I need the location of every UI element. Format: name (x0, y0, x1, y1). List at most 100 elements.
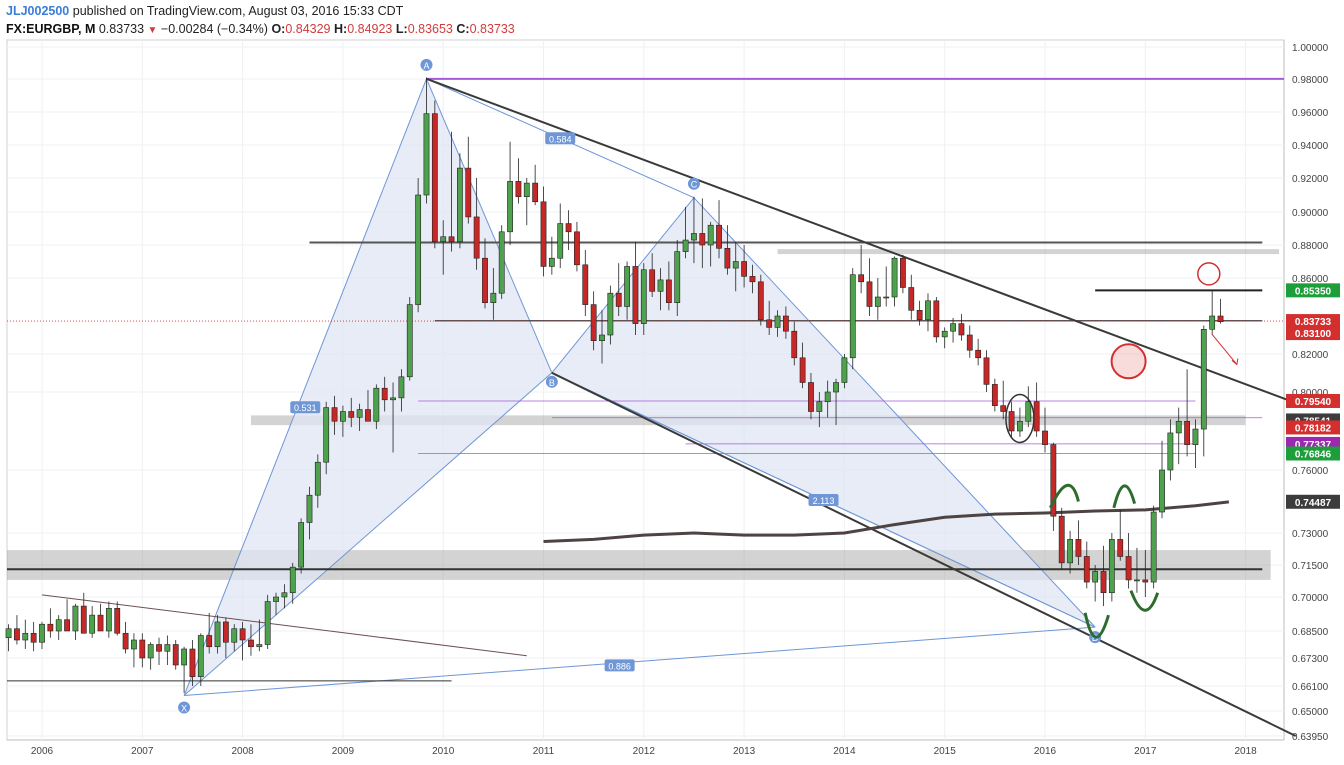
candle-body (1175, 420, 1182, 434)
candle-body (883, 296, 890, 299)
x-tick-label: 2016 (1034, 746, 1057, 757)
low-label: L: (395, 22, 408, 36)
candle-body (214, 621, 221, 648)
price-label-badge (1286, 326, 1340, 341)
candle-body (231, 628, 238, 643)
candle-body (373, 387, 380, 422)
candle-body (22, 632, 29, 641)
candle-body (891, 257, 898, 298)
open-label: O: (271, 22, 286, 36)
price-label-text: 0.76846 (1295, 450, 1332, 461)
candle-body (406, 304, 413, 378)
x-tick-label: 2015 (934, 746, 957, 757)
candle-body (331, 407, 338, 422)
candle-body (649, 269, 656, 292)
candle-body (281, 592, 288, 598)
candle-body (473, 216, 480, 259)
pattern-point-badge (420, 58, 433, 71)
candle-body (264, 601, 271, 645)
x-tick-label: 2011 (533, 746, 555, 757)
last-price: 0.83733 (98, 22, 145, 36)
y-tick-label: 0.98000 (1292, 75, 1329, 86)
candle-body (632, 266, 639, 324)
price-label-text: 0.79540 (1295, 397, 1332, 408)
candle-body (14, 628, 20, 641)
candle-body (1159, 469, 1165, 513)
candle-body (766, 319, 773, 328)
candle-body (515, 181, 522, 197)
candle-body (1184, 420, 1190, 445)
symbol-name[interactable]: FX:EURGBP, M (6, 22, 96, 36)
candle-body (122, 632, 129, 650)
candle-body (574, 231, 580, 266)
candle-body (1142, 579, 1149, 583)
price-label-text: 0.83733 (1295, 317, 1332, 328)
candle-body (139, 639, 146, 659)
x-tick-label: 2017 (1134, 746, 1157, 757)
candle-body (323, 407, 330, 463)
candle-body (1134, 579, 1140, 582)
trendline (551, 371, 1297, 737)
candle-body (975, 349, 982, 359)
candle-body (80, 605, 87, 634)
price-label-badge (1286, 314, 1340, 329)
candle-body (314, 461, 321, 496)
candle-body (749, 276, 756, 283)
pattern-xd-line (184, 626, 1096, 697)
candle-body (707, 224, 714, 246)
candle-body (1209, 315, 1216, 330)
candle-body (356, 409, 363, 418)
right-shoulder-arc (1112, 484, 1137, 509)
pattern-point-label: B (549, 378, 555, 388)
candle-body (47, 623, 54, 632)
price-label-badge (1286, 420, 1340, 435)
y-tick-label: 0.82000 (1292, 350, 1329, 361)
pattern-point-badge (545, 375, 558, 388)
candle-body (824, 391, 831, 403)
candle-body (1042, 430, 1048, 445)
price-label-text: 0.83100 (1295, 329, 1332, 340)
y-tick-label: 0.65000 (1292, 707, 1329, 718)
ratio-label: 0.886 (608, 661, 631, 671)
candle-body (849, 274, 856, 359)
y-tick-label: 0.67300 (1292, 654, 1329, 665)
candle-body (691, 233, 697, 241)
candle-body (532, 182, 539, 203)
y-tick-label: 0.92000 (1292, 174, 1329, 185)
candle-body (1033, 401, 1040, 432)
close-value: 0.83733 (469, 22, 515, 36)
candle-body (874, 296, 881, 307)
candle-body (674, 251, 681, 304)
candle-body (941, 330, 948, 338)
candle-body (966, 334, 973, 351)
candle-body (64, 619, 70, 632)
y-tick-label: 0.70000 (1292, 593, 1329, 604)
left-shoulder-arc (1048, 483, 1080, 509)
y-tick-label: 0.71500 (1292, 561, 1329, 572)
candle-body (1008, 411, 1015, 432)
candle-body (5, 628, 12, 639)
ratio-badge (545, 132, 576, 145)
price-change: −0.00284 (−0.34%) (160, 22, 268, 36)
y-tick-label: 0.63950 (1292, 732, 1329, 743)
candle-body (1075, 539, 1082, 557)
top-circle (1197, 262, 1221, 286)
y-tick-label: 0.73000 (1292, 529, 1329, 540)
price-label-badge (1286, 283, 1340, 298)
candle-body (197, 635, 204, 677)
ratio-badge (290, 401, 321, 414)
publisher-link[interactable]: JLJ002500 (6, 4, 70, 18)
candle-body (665, 279, 672, 303)
candle-body (39, 623, 45, 643)
ratio-label: 2.113 (813, 496, 835, 506)
candle-body (97, 614, 104, 632)
x-tick-label: 2013 (733, 746, 756, 757)
candle-body (289, 566, 296, 594)
candle-body (724, 248, 731, 269)
candle-body (799, 357, 806, 383)
candle-body (958, 323, 965, 336)
candle-body (105, 608, 112, 632)
pattern-point-label: C (691, 180, 698, 190)
candle-body (1025, 401, 1032, 422)
